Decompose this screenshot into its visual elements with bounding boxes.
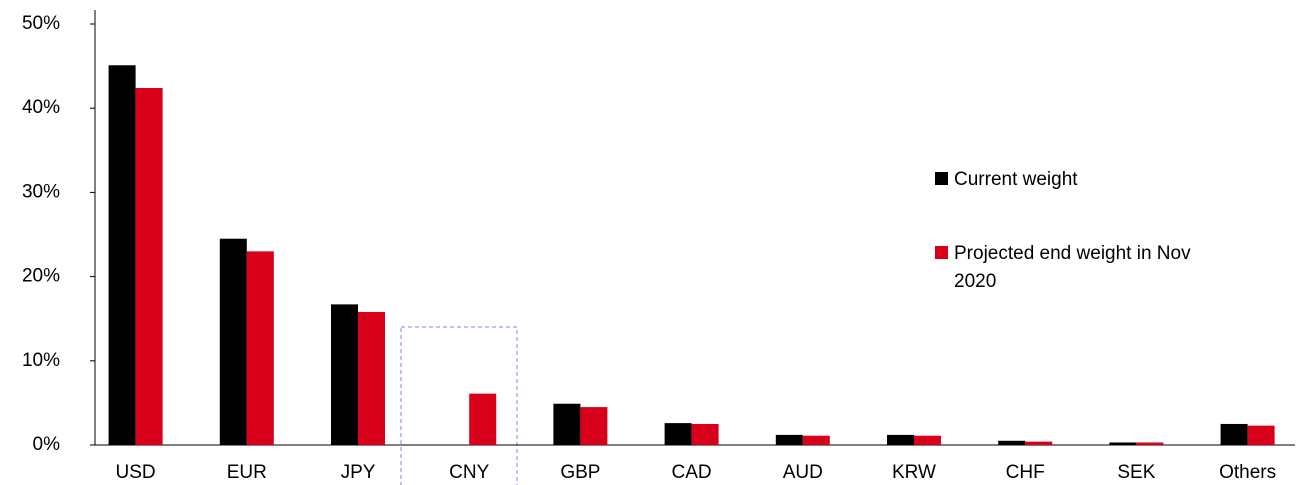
legend-label: Projected end weight in Nov 2020 [954,243,1191,292]
x-tick-label: USD [116,462,156,483]
bar [691,423,719,445]
bar [1247,425,1275,445]
bar [887,434,914,445]
x-tick-label: Others [1219,462,1276,483]
y-tick-label: 0% [33,434,61,455]
bar [1220,423,1248,445]
bar [553,403,581,445]
bar [664,423,692,445]
bar [1025,441,1053,445]
x-tick-label: CAD [672,462,712,483]
bar [775,434,803,445]
bar [580,407,608,445]
x-tick-label: CNY [449,462,489,483]
bar [246,251,274,445]
highlight-box [400,326,518,485]
x-tick-label: SEK [1117,462,1155,483]
y-tick-label: 50% [22,13,60,34]
bar [135,87,163,445]
bar [469,393,497,445]
legend-swatch [935,246,948,259]
bar [1109,442,1137,445]
legend-swatch [935,172,948,185]
bar [108,65,136,446]
y-tick-label: 10% [22,350,60,371]
legend-label: Current weight [954,169,1078,190]
bar [998,440,1026,445]
legend-item: Current weight [935,166,1195,194]
bar [358,311,385,445]
y-tick-label: 30% [22,181,60,202]
bar [219,238,247,445]
bar [331,304,358,445]
x-tick-label: AUD [783,462,823,483]
y-tick-label: 40% [22,97,60,118]
bar [802,435,830,445]
bar [914,435,941,445]
legend-item: Projected end weight in Nov 2020 [935,240,1214,296]
x-tick-label: JPY [341,462,376,483]
bar [1136,442,1164,445]
y-tick-label: 20% [22,266,60,287]
x-tick-label: CHF [1006,462,1045,483]
x-tick-label: KRW [892,462,936,483]
x-tick-label: EUR [227,462,267,483]
x-tick-label: GBP [560,462,600,483]
